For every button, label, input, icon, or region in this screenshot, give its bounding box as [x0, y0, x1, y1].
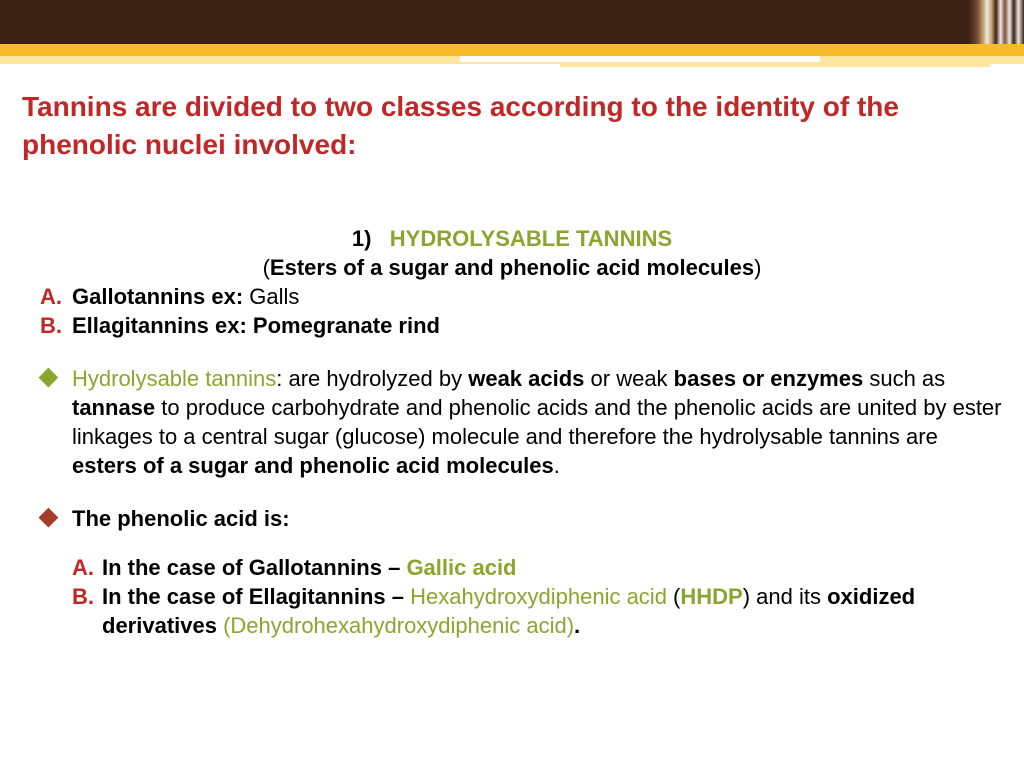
- para1-bold2: bases or enzymes: [674, 366, 864, 391]
- paren-open: (: [263, 255, 270, 280]
- item-b-bold: Ellagitannins ex: Pomegranate rind: [72, 313, 440, 338]
- sub-b-dash: –: [386, 584, 410, 609]
- para1-text: Hydrolysable tannins: are hydrolyzed by …: [72, 364, 1002, 480]
- list-item-a: A. Gallotannins ex: Galls: [22, 282, 1002, 311]
- diamond-icon: [39, 367, 59, 387]
- slide-content: Tannins are divided to two classes accor…: [0, 64, 1024, 640]
- sub-a-olive: Gallic acid: [406, 555, 516, 580]
- sublist-marker-a: A.: [22, 553, 102, 582]
- sublist-item-b: B. In the case of Ellagitannins – Hexahy…: [22, 582, 1002, 640]
- section-subtitle: (Esters of a sugar and phenolic acid mol…: [22, 253, 1002, 282]
- diamond-bullet-olive: [22, 364, 72, 480]
- para1-seg2: or weak: [584, 366, 673, 391]
- bullet-para-1: Hydrolysable tannins: are hydrolyzed by …: [22, 364, 1002, 480]
- sublist: A. In the case of Gallotannins – Gallic …: [22, 553, 1002, 640]
- sublist-marker-b: B.: [22, 582, 102, 640]
- list-marker-a: A.: [22, 282, 72, 311]
- header-cut-2: [560, 62, 990, 67]
- para2-text: The phenolic acid is:: [72, 504, 1002, 533]
- para1-bold4: esters of a sugar and phenolic acid mole…: [72, 453, 554, 478]
- para1-seg3: such as: [863, 366, 945, 391]
- para1-seg1: : are hydrolyzed by: [276, 366, 468, 391]
- diamond-bullet-red: [22, 504, 72, 533]
- sub-b-olive1: Hexahydroxydiphenic acid: [410, 584, 667, 609]
- bullet-para-2: The phenolic acid is:: [22, 504, 1002, 533]
- slide-body: 1) HYDROLYSABLE TANNINS (Esters of a sug…: [22, 224, 1002, 640]
- para1-lead: Hydrolysable tannins: [72, 366, 276, 391]
- list-text-a: Gallotannins ex: Galls: [72, 282, 1002, 311]
- sub-b-seg1: (: [667, 584, 680, 609]
- list-marker-b: B.: [22, 311, 72, 340]
- sub-a-dash: –: [382, 555, 406, 580]
- sub-b-bold1: Ellagitannins: [249, 584, 386, 609]
- sub-b-olive2: HHDP: [680, 584, 742, 609]
- para1-bold3: tannase: [72, 395, 155, 420]
- section-heading: HYDROLYSABLE TANNINS: [390, 226, 672, 251]
- header-edge-stripes: [968, 0, 1024, 44]
- header-band-yellow: [0, 44, 1024, 56]
- slide-title: Tannins are divided to two classes accor…: [22, 88, 1002, 164]
- list-item-b: B. Ellagitannins ex: Pomegranate rind: [22, 311, 1002, 340]
- sub-a-pre: In the case of: [102, 555, 249, 580]
- sub-a-bold1: Gallotannins: [249, 555, 382, 580]
- para1-seg4: to produce carbohydrate and phenolic aci…: [72, 395, 1002, 449]
- header-band-dark: [0, 0, 1024, 44]
- section-number: 1): [352, 226, 372, 251]
- item-a-bold: Gallotannins ex:: [72, 284, 243, 309]
- diamond-icon: [39, 508, 59, 528]
- sub-b-olive3: (Dehydrohexahydroxydiphenic acid): [223, 613, 574, 638]
- paren-close: ): [754, 255, 761, 280]
- section-subtitle-bold: Esters of a sugar and phenolic acid mole…: [270, 255, 754, 280]
- list-text-b: Ellagitannins ex: Pomegranate rind: [72, 311, 1002, 340]
- sublist-text-a: In the case of Gallotannins – Gallic aci…: [102, 553, 1002, 582]
- sub-b-seg2: ) and its: [743, 584, 827, 609]
- item-a-rest: Galls: [243, 284, 299, 309]
- sublist-item-a: A. In the case of Gallotannins – Gallic …: [22, 553, 1002, 582]
- section-heading-line: 1) HYDROLYSABLE TANNINS: [22, 224, 1002, 253]
- para1-end: .: [554, 453, 560, 478]
- sub-b-pre: In the case of: [102, 584, 249, 609]
- sublist-text-b: In the case of Ellagitannins – Hexahydro…: [102, 582, 1002, 640]
- sub-b-end: .: [574, 613, 580, 638]
- para1-bold1: weak acids: [468, 366, 584, 391]
